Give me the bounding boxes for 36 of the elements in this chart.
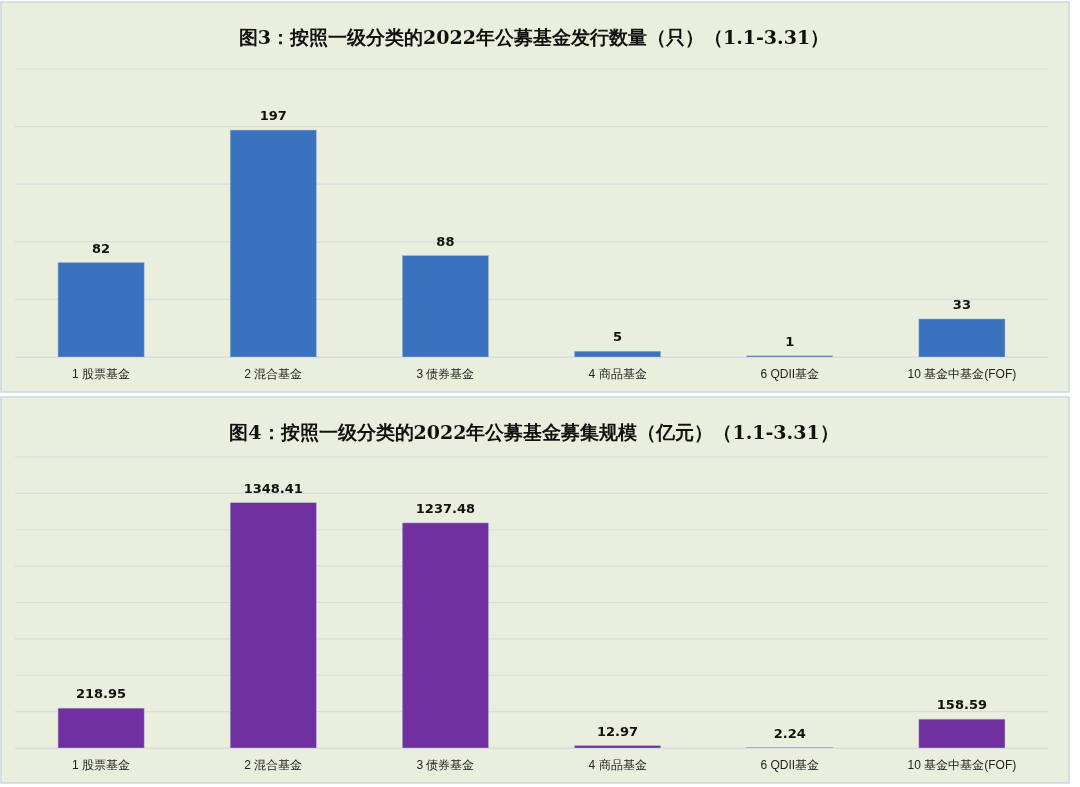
x-tick-label: 2 混合基金	[244, 757, 303, 772]
data-label: 1	[785, 333, 795, 349]
data-label: 2.24	[773, 725, 806, 741]
chart-title: 图4：按照一级分类的2022年公募基金募集规模（亿元）（1.1-3.31）	[229, 421, 839, 443]
bar	[229, 129, 317, 358]
x-tick-label: 2 混合基金	[244, 366, 303, 381]
bar	[574, 745, 661, 749]
data-label: 5	[613, 329, 623, 345]
bar	[57, 707, 145, 749]
x-tick-label: 6 QDII基金	[760, 366, 820, 381]
bar	[574, 350, 661, 358]
x-tick-label: 4 商品基金	[588, 757, 647, 772]
chart-title: 图3：按照一级分类的2022年公募基金发行数量（只）（1.1-3.31）	[238, 26, 830, 48]
bar	[229, 502, 317, 749]
data-label: 12.97	[597, 723, 639, 739]
bar	[918, 318, 1006, 358]
data-label: 1237.48	[415, 500, 476, 516]
x-tick-label: 10 基金中基金(FOF)	[907, 366, 1017, 381]
data-label: 218.95	[76, 686, 127, 702]
x-tick-label: 3 债券基金	[416, 366, 475, 381]
x-tick-label: 1 股票基金	[72, 757, 131, 772]
bar	[57, 262, 145, 358]
bar	[918, 718, 1006, 749]
bar	[402, 522, 489, 749]
x-tick-label: 10 基金中基金(FOF)	[907, 757, 1017, 772]
data-label: 82	[92, 240, 111, 256]
data-label: 1348.41	[243, 480, 303, 496]
x-tick-label: 3 债券基金	[416, 757, 475, 772]
bar	[402, 255, 489, 358]
data-label: 158.59	[936, 697, 987, 713]
x-tick-label: 1 股票基金	[72, 366, 131, 381]
x-tick-label: 4 商品基金	[588, 366, 647, 381]
data-label: 197	[259, 108, 287, 124]
data-label: 88	[436, 233, 455, 249]
data-label: 33	[952, 296, 971, 312]
x-tick-label: 6 QDII基金	[760, 757, 820, 772]
